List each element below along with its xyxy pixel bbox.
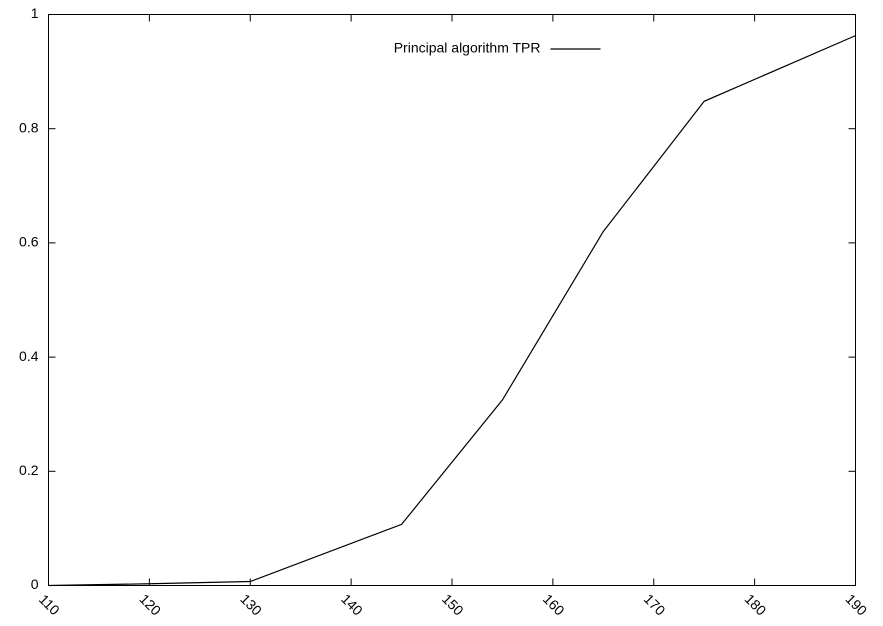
x-tick-label: 130 (237, 591, 265, 619)
x-tick-label: 160 (540, 591, 568, 619)
x-tick-label: 170 (641, 591, 669, 619)
x-tick-label: 190 (843, 591, 871, 619)
legend-label: Principal algorithm TPR (394, 40, 541, 56)
x-tick-label: 110 (36, 591, 63, 618)
x-tick-label: 120 (136, 591, 164, 619)
data-line (48, 35, 856, 587)
x-tick-label: 140 (338, 591, 366, 619)
y-tick-label: 0.2 (19, 462, 39, 478)
y-tick-label: 1 (31, 5, 39, 21)
plot-frame (48, 14, 856, 586)
x-tick-label: 150 (439, 591, 467, 619)
x-tick-label: 180 (742, 591, 770, 619)
y-tick-label: 0 (31, 576, 39, 592)
y-tick-label: 0.4 (19, 348, 39, 364)
y-tick-label: 0.8 (19, 119, 39, 135)
y-tick-label: 0.6 (19, 234, 39, 250)
